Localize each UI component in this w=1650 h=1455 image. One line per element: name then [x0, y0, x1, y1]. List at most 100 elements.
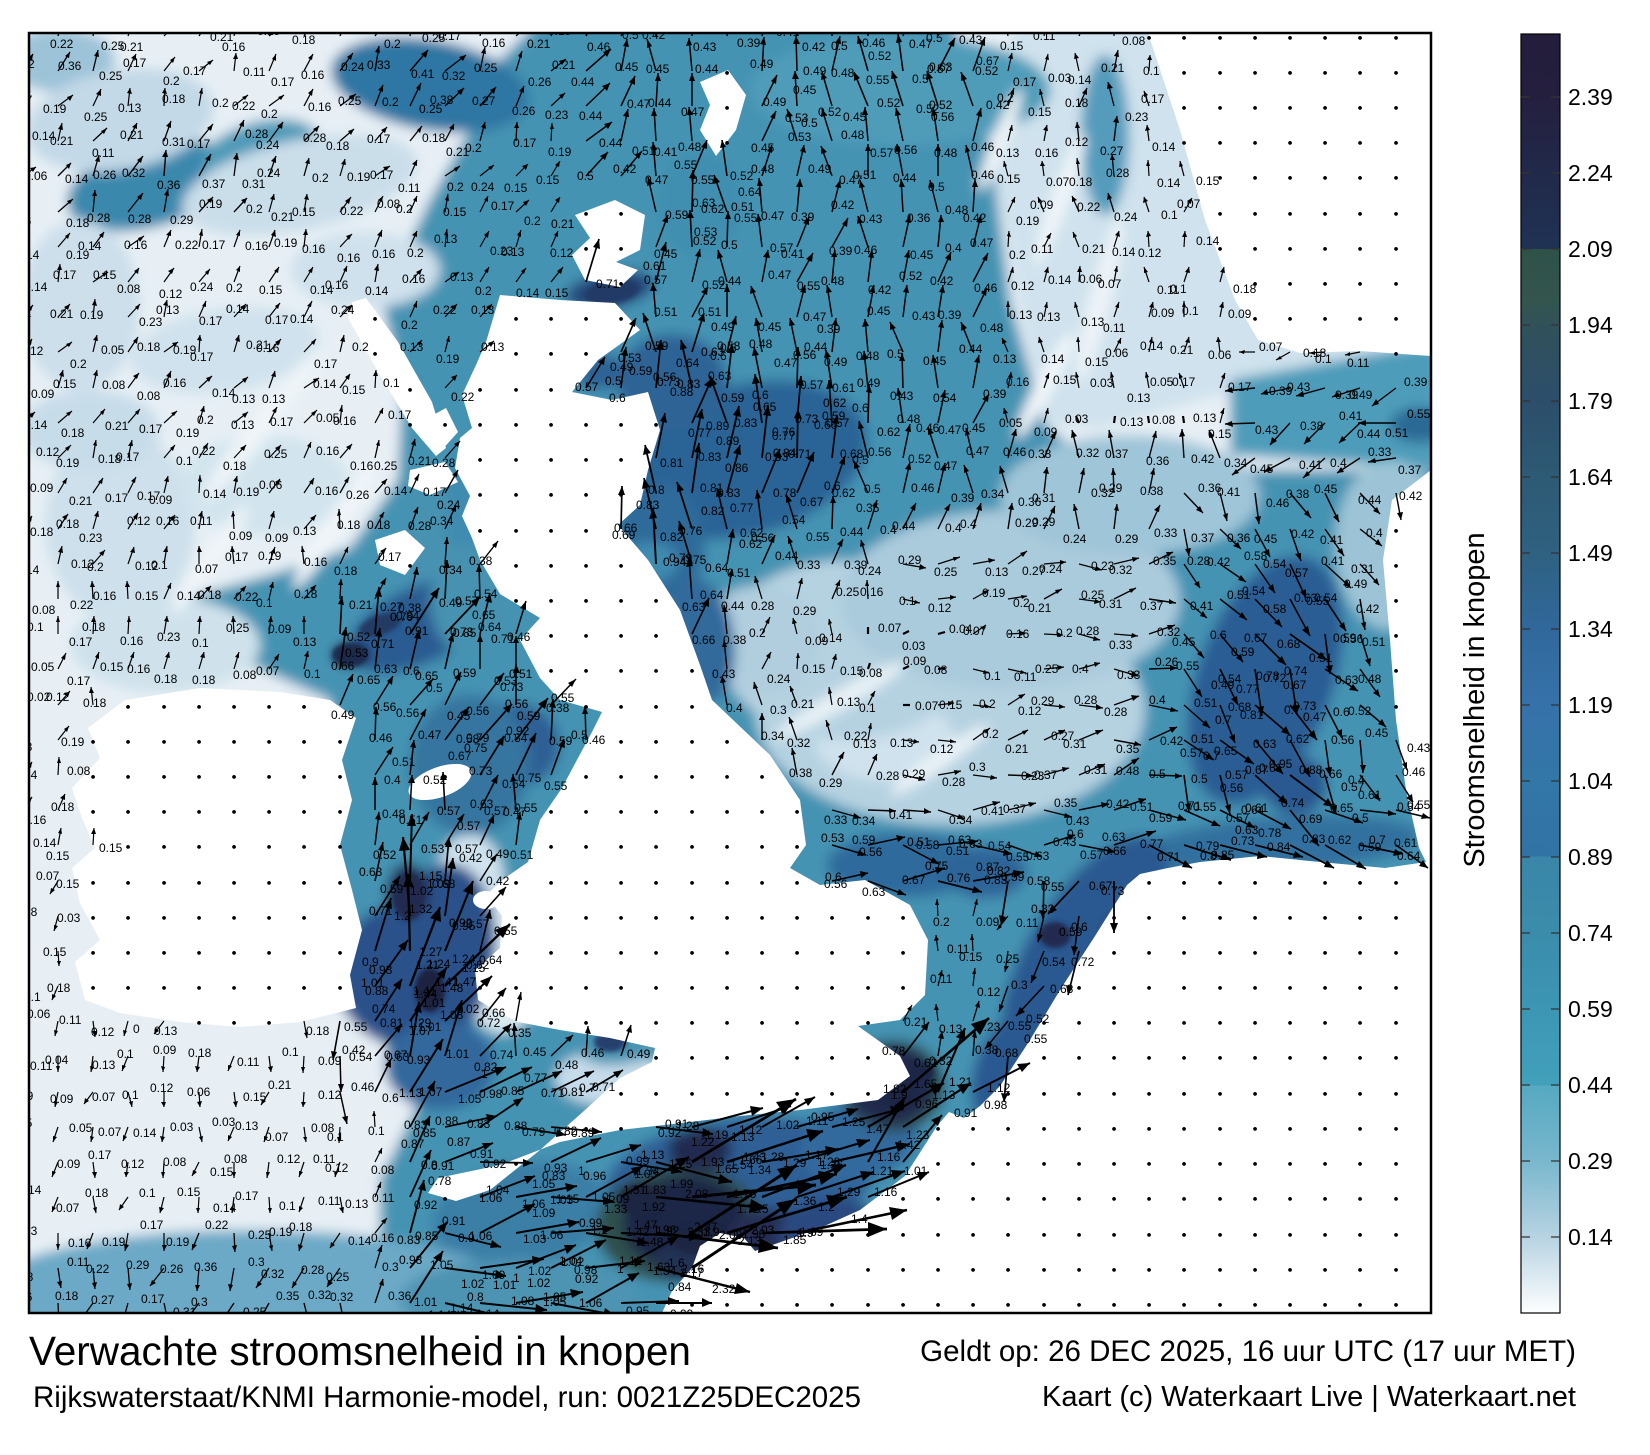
svg-text:0.71: 0.71 — [788, 447, 812, 461]
svg-text:0.79: 0.79 — [466, 731, 490, 745]
svg-text:0.07: 0.07 — [195, 562, 219, 576]
svg-text:1.28: 1.28 — [817, 1155, 841, 1169]
svg-text:0.15: 0.15 — [1028, 105, 1052, 119]
svg-text:1.06: 1.06 — [540, 1228, 564, 1242]
svg-text:0.48: 0.48 — [751, 162, 775, 176]
svg-text:0.57: 0.57 — [1080, 848, 1104, 862]
svg-text:0.55: 0.55 — [806, 530, 830, 544]
svg-text:0.5: 0.5 — [721, 238, 738, 252]
svg-text:0.71: 0.71 — [1178, 799, 1202, 813]
svg-text:0.03: 0.03 — [1090, 376, 1114, 390]
svg-text:0.55: 0.55 — [1407, 407, 1431, 421]
svg-text:0.08: 0.08 — [859, 666, 883, 680]
svg-text:0.49: 0.49 — [610, 360, 634, 374]
svg-text:0.6: 0.6 — [852, 401, 869, 415]
svg-text:0.12: 0.12 — [36, 445, 60, 459]
svg-text:0.57: 0.57 — [1226, 811, 1250, 825]
svg-text:1.93: 1.93 — [701, 1155, 725, 1169]
svg-text:0.18: 0.18 — [137, 340, 161, 354]
svg-text:0.13: 0.13 — [231, 418, 255, 432]
svg-text:0.67: 0.67 — [1245, 763, 1269, 777]
svg-text:1.49: 1.49 — [1568, 540, 1613, 566]
svg-text:0.18: 0.18 — [367, 518, 391, 532]
svg-text:0.17: 0.17 — [367, 132, 391, 146]
svg-text:0.14: 0.14 — [516, 286, 540, 300]
svg-text:0.36: 0.36 — [907, 211, 931, 225]
svg-text:0.51: 0.51 — [1309, 651, 1333, 665]
svg-text:1.05: 1.05 — [543, 1295, 567, 1309]
svg-text:0.99: 0.99 — [670, 1307, 694, 1321]
svg-text:0.95: 0.95 — [811, 1110, 835, 1124]
svg-text:0.07: 0.07 — [1259, 340, 1283, 354]
svg-text:0.14: 0.14 — [33, 836, 57, 850]
svg-text:0.41: 0.41 — [781, 247, 805, 261]
svg-text:0.14: 0.14 — [1140, 339, 1164, 353]
svg-text:0.17: 0.17 — [225, 550, 249, 564]
svg-text:0.16: 0.16 — [9, 1290, 33, 1304]
svg-text:0.59: 0.59 — [1358, 840, 1382, 854]
svg-text:0.31: 0.31 — [1063, 737, 1087, 751]
svg-text:0.27: 0.27 — [1051, 729, 1075, 743]
svg-text:1.08: 1.08 — [440, 1008, 464, 1022]
svg-text:1.01: 1.01 — [418, 1020, 442, 1034]
svg-text:0.15: 0.15 — [210, 1165, 234, 1179]
svg-text:0.63: 0.63 — [1050, 982, 1074, 996]
svg-text:0.47: 0.47 — [1303, 710, 1327, 724]
svg-text:0.1: 0.1 — [1170, 282, 1187, 296]
svg-text:0.09: 0.09 — [268, 622, 292, 636]
svg-text:0.14: 0.14 — [65, 172, 89, 186]
svg-text:0.22: 0.22 — [451, 390, 475, 404]
svg-text:0.77: 0.77 — [772, 429, 796, 443]
svg-text:0.51: 0.51 — [654, 305, 678, 319]
svg-text:0.36: 0.36 — [388, 1289, 412, 1303]
svg-text:0.15: 0.15 — [959, 950, 983, 964]
svg-text:0.21: 0.21 — [446, 145, 470, 159]
svg-text:1.28: 1.28 — [676, 1119, 700, 1133]
svg-text:0.47: 0.47 — [503, 805, 527, 819]
svg-text:0.18: 0.18 — [30, 525, 54, 539]
svg-text:0.16: 0.16 — [1006, 375, 1030, 389]
svg-text:0.24: 0.24 — [1114, 210, 1138, 224]
svg-text:0.53: 0.53 — [788, 130, 812, 144]
svg-text:0.61: 0.61 — [832, 381, 856, 395]
svg-text:0.13: 0.13 — [996, 146, 1020, 160]
svg-text:0.84: 0.84 — [396, 609, 420, 623]
svg-text:0.53: 0.53 — [618, 351, 642, 365]
svg-text:0.81: 0.81 — [1240, 708, 1264, 722]
svg-text:0.83: 0.83 — [984, 873, 1008, 887]
svg-text:0.08: 0.08 — [224, 1152, 248, 1166]
svg-text:1.02: 1.02 — [561, 1255, 585, 1269]
svg-text:0.87: 0.87 — [401, 1137, 425, 1151]
svg-text:0.79: 0.79 — [669, 551, 693, 565]
svg-text:1.01: 1.01 — [493, 1278, 517, 1292]
svg-text:0.7: 0.7 — [1203, 749, 1220, 763]
svg-text:0.9: 0.9 — [362, 955, 379, 969]
svg-text:1.06: 1.06 — [579, 1296, 603, 1310]
svg-text:1.15: 1.15 — [462, 961, 486, 975]
svg-text:0.89: 0.89 — [1568, 844, 1613, 870]
svg-text:0.18: 0.18 — [14, 905, 38, 919]
svg-text:1.98: 1.98 — [742, 1227, 766, 1241]
svg-text:0.62: 0.62 — [877, 425, 901, 439]
svg-text:0.14: 0.14 — [18, 1183, 42, 1197]
svg-text:0.19: 0.19 — [199, 197, 223, 211]
svg-text:1.16: 1.16 — [877, 1150, 901, 1164]
svg-text:0.57: 0.57 — [484, 804, 508, 818]
svg-text:0.61: 0.61 — [1259, 761, 1283, 775]
svg-text:0.58: 0.58 — [1027, 874, 1051, 888]
svg-text:0.07: 0.07 — [1046, 175, 1070, 189]
svg-text:1.03: 1.03 — [634, 1167, 658, 1181]
svg-text:1.14: 1.14 — [476, 1307, 500, 1321]
svg-text:0.59: 0.59 — [721, 391, 745, 405]
svg-text:0.39: 0.39 — [817, 322, 841, 336]
svg-text:0.59: 0.59 — [1568, 996, 1613, 1022]
svg-text:0.17: 0.17 — [199, 314, 223, 328]
svg-text:0.5: 0.5 — [720, 341, 737, 355]
svg-text:0.11: 0.11 — [1347, 356, 1370, 370]
svg-text:0.14: 0.14 — [32, 129, 56, 143]
svg-text:0.2: 0.2 — [524, 214, 541, 228]
svg-text:0.45: 0.45 — [1172, 635, 1196, 649]
svg-text:0.83: 0.83 — [404, 1118, 428, 1132]
svg-text:0.46: 0.46 — [587, 40, 611, 54]
svg-text:0.13: 0.13 — [232, 392, 256, 406]
